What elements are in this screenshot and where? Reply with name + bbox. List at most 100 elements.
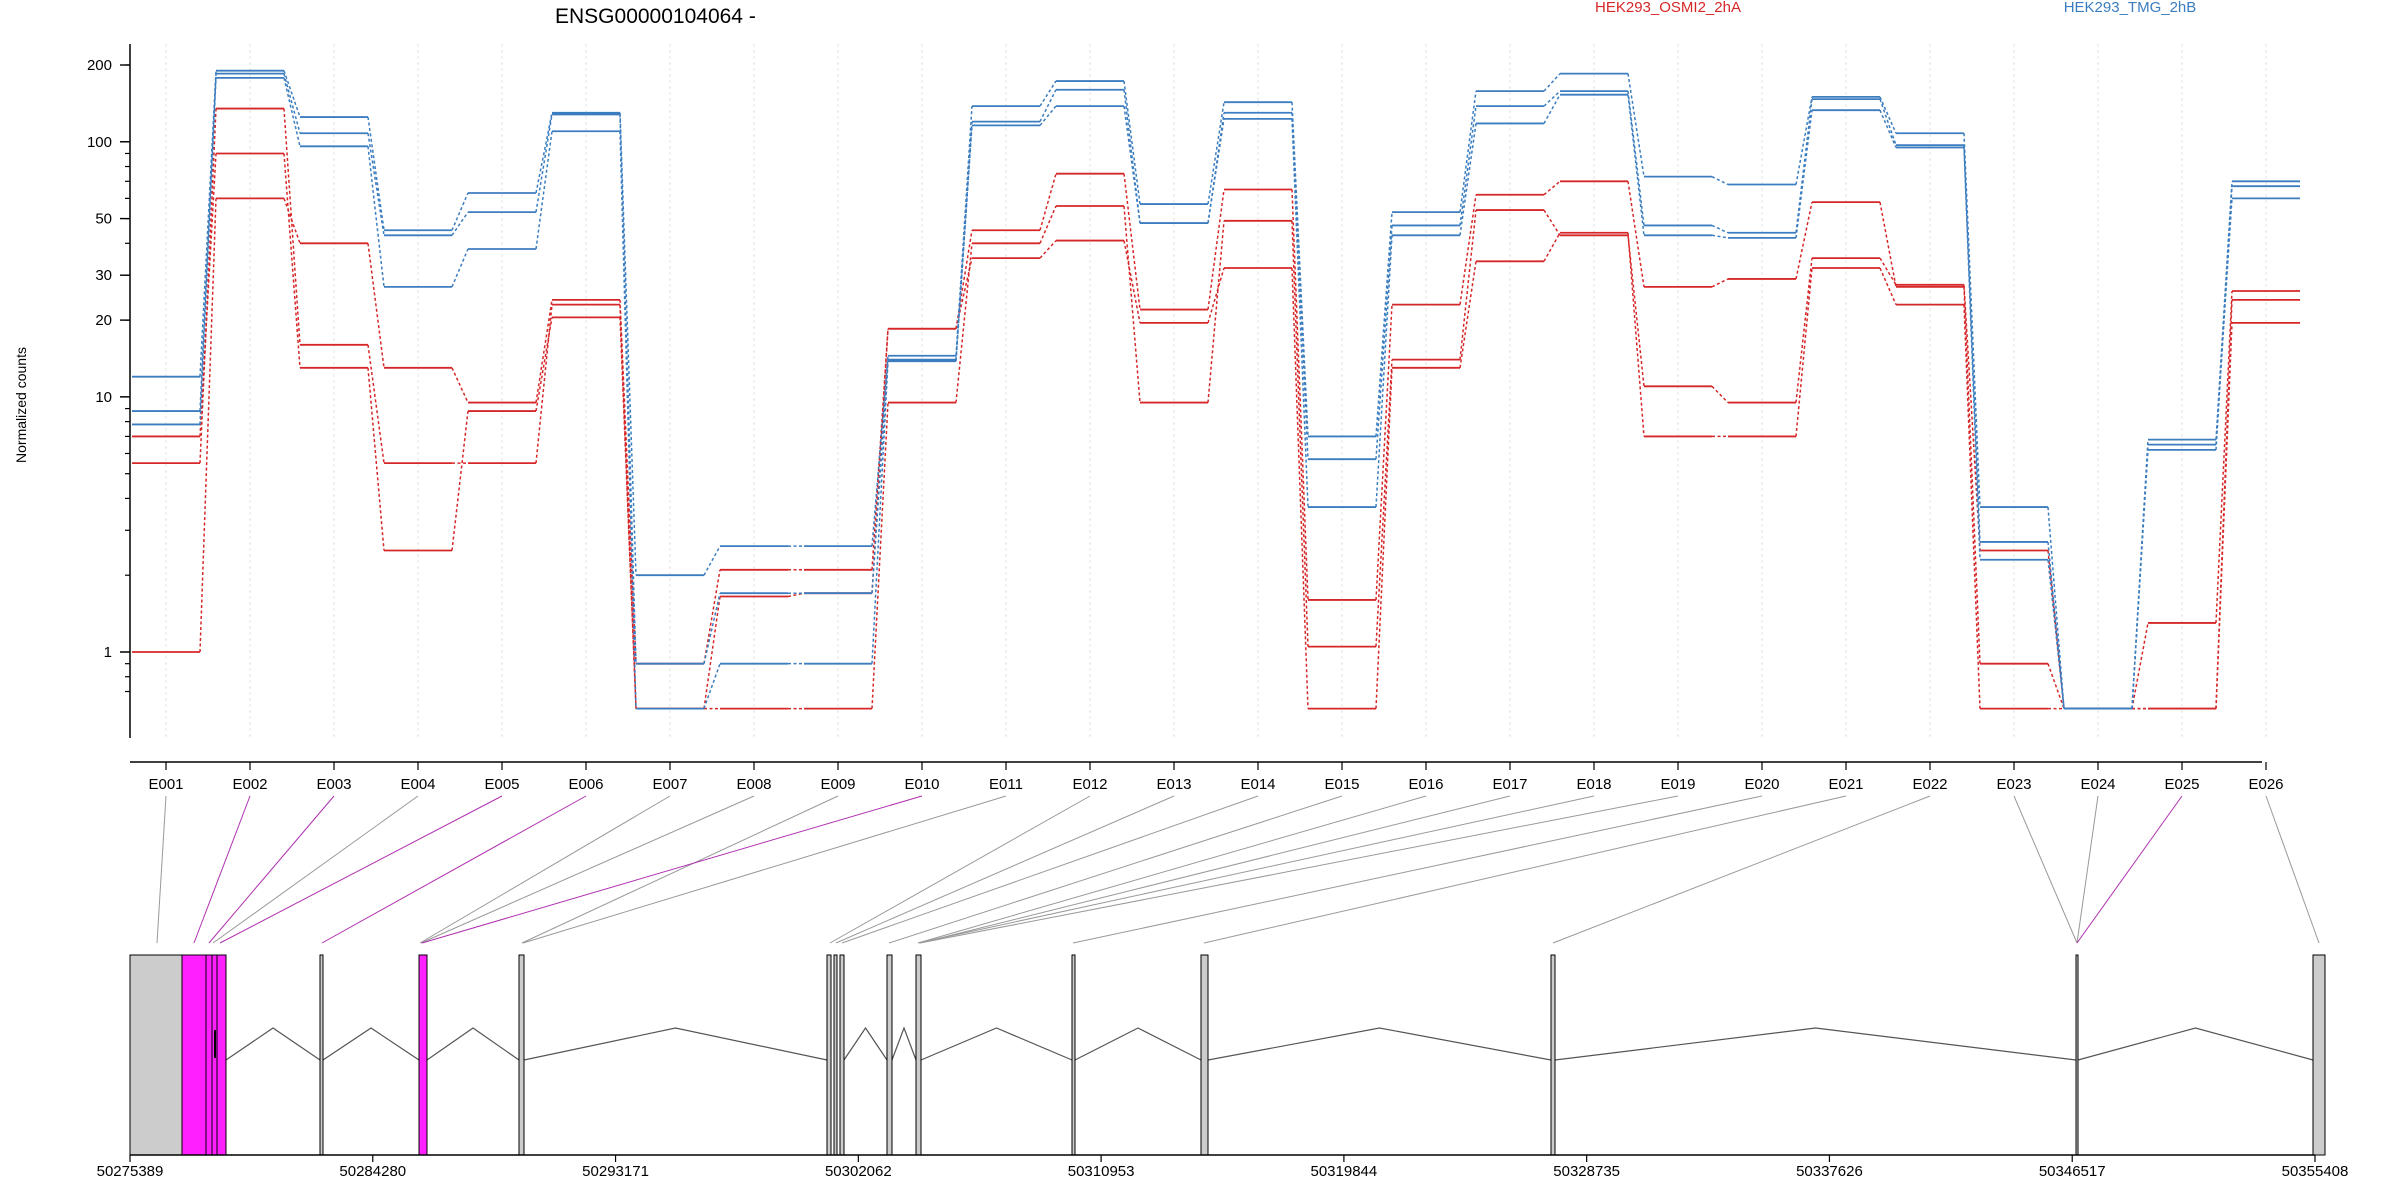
intron-line [2077,1027,2314,1061]
series-connector [199,153,217,437]
series-connector [1879,202,1897,287]
x-tick-label: E018 [1576,776,1611,793]
series-connector [2047,506,2065,709]
series-connector [535,317,553,412]
x-tick-label: E008 [736,776,771,793]
series-connector [1123,89,1141,224]
exon-connector-e016 [917,795,1427,944]
x-tick-label: E004 [400,776,435,793]
genomic-tick-label: 50355408 [2282,1163,2349,1180]
exon-connector-e026 [2265,795,2320,944]
series-connector [1879,98,1897,146]
y-tick-label: 50 [95,211,112,228]
x-tick-label: E019 [1660,776,1695,793]
series-connector [1039,80,1057,107]
series-connector [1375,359,1393,647]
series-3 [132,152,2300,710]
series-connector [367,133,385,236]
genomic-tick-label: 50284280 [339,1163,406,1180]
series-connector [1795,258,1813,403]
genomic-tick-label: 50346517 [2039,1163,2106,1180]
series-connector [1123,80,1141,205]
chart-title: ENSG00000104064 - [555,5,756,28]
series-connector [283,70,301,118]
series-connector [367,367,385,551]
genomic-tick-label: 50337626 [1796,1163,1863,1180]
exon-connector-e017 [919,795,1511,944]
series-connector [871,402,889,709]
series-connector [535,299,553,403]
series-4 [132,69,2300,710]
x-tick-label: E021 [1828,776,1863,793]
exon-block [181,954,207,1156]
series-connector [1795,267,1813,437]
series-connector [1795,96,1813,185]
exon-block [833,954,838,1156]
series-connector [1879,257,1897,286]
series-connector [1039,173,1057,231]
series-connector [1459,106,1477,226]
series-connector [1879,267,1897,305]
intron-line [1207,1027,1552,1061]
series-connector [1795,99,1813,233]
legend-entry-tmg: HEK293_TMG_2hB [2064,0,2197,16]
series-connector [283,77,301,147]
intron-line [426,1027,520,1061]
intron-line [1074,1027,1202,1061]
series-connector [535,304,553,464]
genomic-coordinate-axis: 50275389 50284280 50293171 50302062 50310953… [97,1154,2349,1180]
series-connector [367,116,385,231]
series-connector [535,131,553,250]
series-connector [619,112,637,576]
series-connector [703,596,721,709]
exon-block [518,954,525,1156]
y-tick-label: 200 [87,57,112,74]
exon-block [205,954,213,1156]
exon-connector-e012 [829,795,1091,944]
y-tick-label: 30 [95,267,112,284]
exon-connector-e013 [835,795,1175,944]
x-tick-label: E014 [1240,776,1275,793]
exon-block [319,954,324,1156]
series-connector [199,198,217,653]
series-connector [451,410,469,551]
exon-block [129,954,183,1156]
genomic-tick-label: 50319844 [1311,1163,1378,1180]
series-connector [1459,91,1477,213]
series-connector [451,211,469,236]
exon-block [418,954,428,1156]
exon-connector-e024 [2076,795,2099,944]
exon-connector-e001 [156,795,167,944]
x-tick-label: E016 [1408,776,1443,793]
series-connector [451,192,469,231]
series-1 [132,172,2300,710]
series-connector [1123,240,1141,324]
x-tick-label: E013 [1156,776,1191,793]
exon-connector-e014 [841,795,1259,944]
series-connector [1963,147,1981,560]
series-connector [367,146,385,287]
genomic-tick-label: 50310953 [1068,1163,1135,1180]
exon-block [886,954,893,1156]
series-connector [1543,180,1561,196]
x-tick-label: E001 [148,776,183,793]
series-connector [2215,322,2233,709]
series-connector [1543,94,1561,124]
exon-connector-e008 [420,795,755,944]
series-connector [2131,444,2149,709]
series-connector [1375,212,1393,437]
series-connector [703,545,721,576]
series-connector [1207,220,1225,403]
series-6 [132,77,2300,710]
series-connector [1879,109,1897,148]
series-connector [1207,189,1225,310]
chart-grid [165,44,2267,740]
y-axis: 1 10 20 30 50 100 200 [87,44,131,738]
series-connector [1963,145,1981,542]
x-tick-label: E009 [820,776,855,793]
series-connector [283,153,301,368]
genomic-tick-label: 50302062 [825,1163,892,1180]
x-tick-label: E015 [1324,776,1359,793]
series-connector [703,663,721,709]
exon-connector-e018 [917,795,1595,944]
